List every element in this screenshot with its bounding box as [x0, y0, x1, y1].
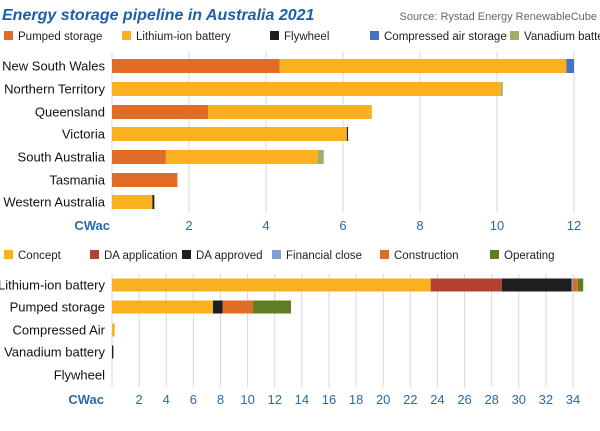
- category-label: Compressed Air: [13, 323, 106, 338]
- x-axis-label: CWac: [74, 218, 110, 233]
- x-tick-label: 6: [190, 392, 197, 407]
- legend-swatch: [90, 250, 99, 259]
- bar-segment: [577, 278, 584, 292]
- category-label: Tasmania: [49, 173, 105, 188]
- legend-label: DA approved: [196, 250, 263, 262]
- x-tick-label: 2: [136, 392, 143, 407]
- x-tick-label: 26: [457, 392, 471, 407]
- x-tick-label: 24: [430, 392, 444, 407]
- bar-segment: [152, 195, 155, 209]
- legend-label: DA application: [104, 250, 178, 262]
- x-tick-label: 12: [267, 392, 281, 407]
- category-label: South Australia: [18, 150, 106, 165]
- x-tick-label: 2: [185, 218, 192, 233]
- category-label: Queensland: [35, 105, 105, 120]
- bar-segment: [317, 150, 324, 164]
- x-axis-label: CWac: [68, 392, 104, 407]
- x-tick-label: 14: [295, 392, 309, 407]
- x-tick-label: 8: [416, 218, 423, 233]
- legend-label: Vanadium battery: [524, 31, 600, 43]
- bar-segment: [112, 323, 115, 337]
- category-label: Pumped storage: [10, 300, 105, 315]
- legend-swatch: [272, 250, 281, 259]
- x-tick-label: 32: [539, 392, 553, 407]
- category-label: Northern Territory: [4, 82, 105, 97]
- bar-segment: [566, 59, 574, 73]
- bar-segment: [571, 278, 574, 292]
- legend-swatch: [490, 250, 499, 259]
- x-tick-label: 18: [349, 392, 363, 407]
- legend-swatch: [380, 250, 389, 259]
- x-tick-label: 28: [484, 392, 498, 407]
- legend-swatch: [4, 31, 13, 40]
- category-label: Flywheel: [54, 368, 105, 383]
- legend-label: Operating: [504, 250, 555, 262]
- x-tick-label: 8: [217, 392, 224, 407]
- legend-swatch: [182, 250, 191, 259]
- legend-swatch: [370, 31, 379, 40]
- bar-segment: [501, 278, 572, 292]
- bar-segment: [112, 195, 153, 209]
- bar-segment: [112, 59, 280, 73]
- category-label: Lithium-ion battery: [0, 278, 105, 293]
- chart-source: Source: Rystad Energy RenewableCube: [399, 11, 597, 23]
- x-tick-label: 6: [339, 218, 346, 233]
- x-tick-label: 22: [403, 392, 417, 407]
- category-label: Vanadium battery: [4, 345, 105, 360]
- category-label: Western Australia: [3, 195, 105, 210]
- legend-label: Concept: [18, 250, 62, 262]
- legend-swatch: [510, 31, 519, 40]
- bar-segment: [112, 82, 501, 96]
- legend-label: Pumped storage: [18, 31, 102, 43]
- bar-segment: [112, 278, 431, 292]
- bar-segment: [112, 127, 347, 141]
- chart-title: Energy storage pipeline in Australia 202…: [2, 7, 315, 24]
- x-tick-label: 10: [490, 218, 504, 233]
- x-tick-label: 30: [512, 392, 526, 407]
- bar-segment: [253, 300, 291, 314]
- legend-swatch: [4, 250, 13, 259]
- bar-segment: [213, 300, 223, 314]
- x-tick-label: 4: [262, 218, 269, 233]
- category-label: New South Wales: [2, 59, 105, 74]
- legend-label: Financial close: [286, 250, 362, 262]
- bar-segment: [279, 59, 567, 73]
- bar-segment: [112, 345, 114, 359]
- bar-segment: [346, 127, 349, 141]
- legend-swatch: [270, 31, 279, 40]
- legend-label: Construction: [394, 250, 459, 262]
- x-tick-label: 16: [322, 392, 336, 407]
- category-label: Victoria: [62, 127, 106, 142]
- x-tick-label: 10: [240, 392, 254, 407]
- x-tick-label: 34: [566, 392, 580, 407]
- legend-label: Lithium-ion battery: [136, 31, 231, 43]
- bar-segment: [222, 300, 254, 314]
- bar-segment: [430, 278, 502, 292]
- bar-segment: [112, 173, 178, 187]
- x-tick-label: 12: [567, 218, 581, 233]
- legend-swatch: [122, 31, 131, 40]
- x-tick-label: 20: [376, 392, 390, 407]
- bar-segment: [500, 82, 503, 96]
- bar-segment: [112, 150, 166, 164]
- legend-label: Flywheel: [284, 31, 329, 43]
- bar-segment: [165, 150, 318, 164]
- legend-label: Compressed air storage: [384, 31, 507, 43]
- bar-segment: [208, 105, 372, 119]
- bar-segment: [573, 278, 578, 292]
- bar-segment: [112, 300, 214, 314]
- x-tick-label: 4: [163, 392, 170, 407]
- bar-segment: [112, 105, 209, 119]
